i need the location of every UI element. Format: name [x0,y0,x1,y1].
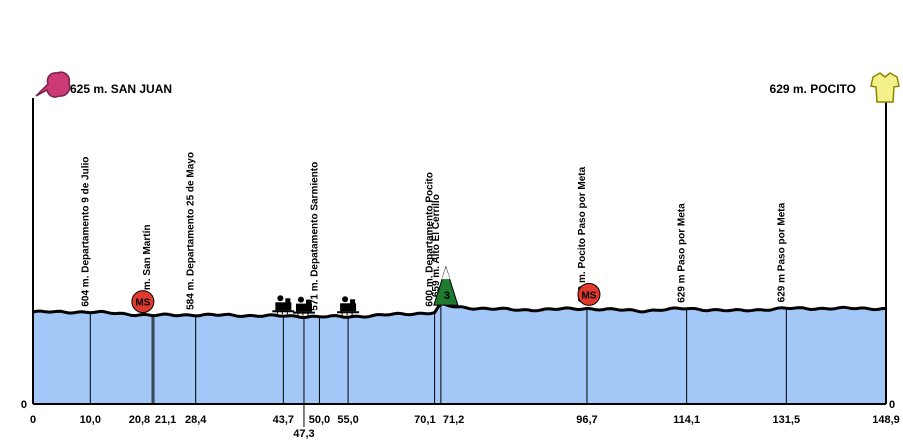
mountain-marker: 3 [433,265,459,306]
x-tick-label: 20,8 [129,414,150,426]
y-zero-label-right: 0 [889,399,895,411]
waypoint-label: 571 m. Depatamento Sarmiento [309,162,320,311]
svg-text:MS: MS [135,298,150,309]
sprint-marker: MS [131,290,155,314]
x-tick-label: 28,4 [185,414,207,426]
train-icon [337,296,360,316]
train-icon [292,296,315,316]
x-tick-label: 70,1 [414,414,435,426]
x-tick-label: 148,9 [872,414,900,426]
waypoint-label: 629 m Paso por Meta [677,203,688,303]
x-tick-label: 0 [30,414,36,426]
x-tick-label: 71,2 [443,414,464,426]
y-zero-label: 0 [21,399,27,411]
waypoint-label: 629 m Paso por Meta [776,202,787,302]
x-tick-label: 131,5 [773,414,801,426]
x-tick-label: 96,7 [576,414,597,426]
x-tick-label: 114,1 [673,414,700,426]
waypoint-label: 600 m. Departamento Pocito [425,172,436,306]
sprint-marker: MS [577,282,601,306]
start-label: 625 m. SAN JUAN [70,82,172,96]
svg-text:3: 3 [444,290,450,302]
svg-text:MS: MS [581,290,596,301]
waypoint-label: 629 m. Pocito Paso por Meta [577,166,588,302]
train-icon [272,295,295,315]
pink-blob-start-icon [35,71,71,98]
x-tick-label: 55,0 [337,414,358,426]
waypoint-label: 580 m. San Martín [142,225,153,310]
x-tick-label: 21,1 [155,414,176,426]
waypoint-label: 659 m. Alto El Cerrillo [431,194,442,297]
finish-label: 629 m. POCITO [770,82,856,96]
x-tick-label: 10,0 [80,414,101,426]
x-tick-label: 47,3 [293,428,314,440]
profile-area [33,303,886,404]
profile-outline [32,301,887,320]
x-tick-label: 50,0 [309,414,330,426]
waypoint-label: 604 m. Departamento 9 de Julio [80,157,91,307]
waypoint-label: 584 m. Departamento 25 de Mayo [186,152,197,310]
yellow-jersey-finish-icon [870,72,900,103]
x-tick-label: 43,7 [273,414,294,426]
